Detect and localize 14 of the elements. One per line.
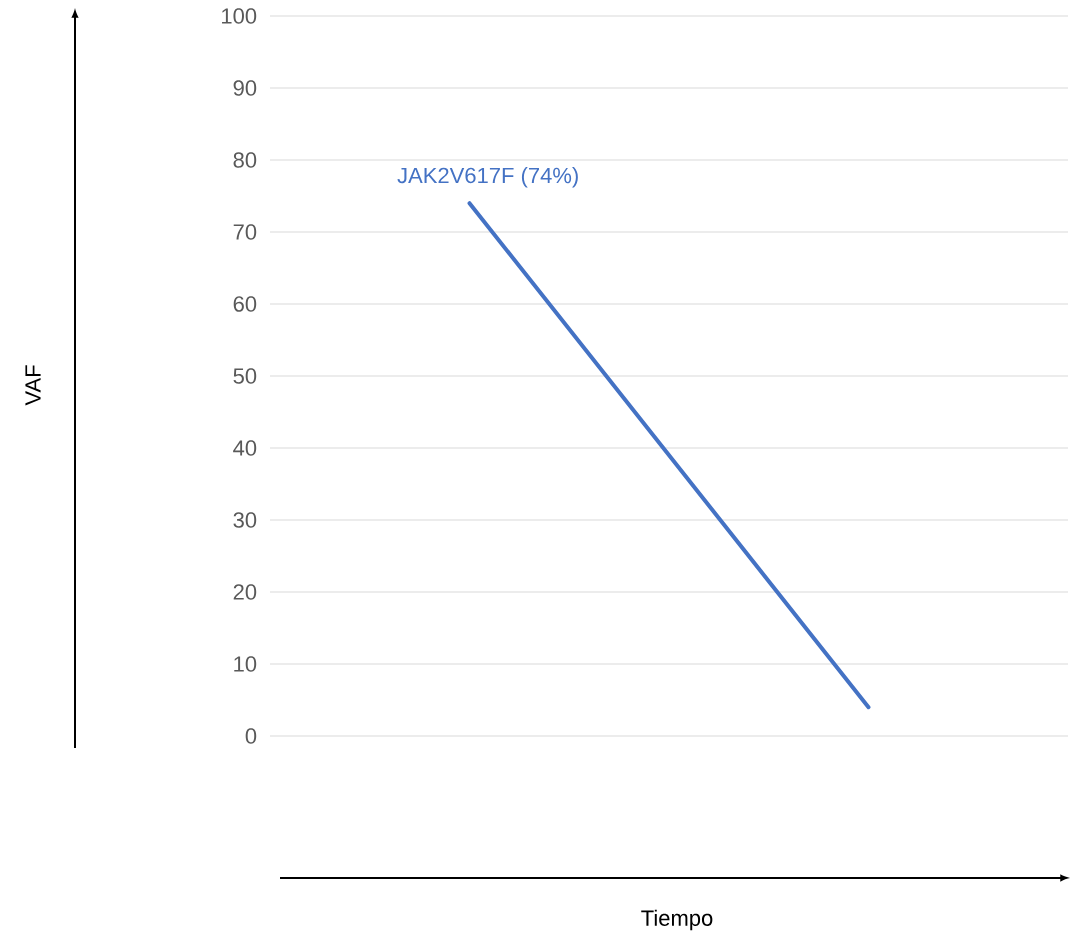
y-tick-label: 50	[233, 368, 257, 384]
y-tick-label: 0	[245, 728, 257, 744]
y-tick-label: 100	[222, 8, 257, 24]
y-tick-label: 20	[233, 584, 257, 600]
y-tick-label: 40	[233, 440, 257, 456]
y-tick-label: 70	[233, 224, 257, 240]
y-tick-label: 10	[234, 656, 257, 672]
y-tick-label: 60	[233, 296, 257, 312]
text: VAF	[25, 365, 41, 406]
y-tick-label: 30	[233, 512, 257, 528]
data-label: JAK2V617F (74%)	[397, 167, 578, 188]
y-tick-label: 90	[233, 80, 257, 96]
y-tick-label: 80	[233, 152, 257, 168]
text: Tiempo	[641, 909, 713, 931]
